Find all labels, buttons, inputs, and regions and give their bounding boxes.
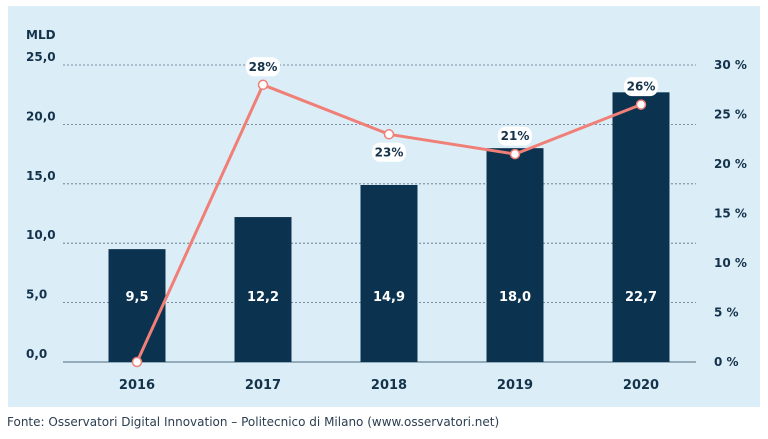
x-tick-label: 2018 — [371, 378, 407, 393]
bar-value-label: 12,2 — [247, 290, 279, 305]
y-right-tick-label: 25 % — [714, 108, 747, 122]
x-tick-label: 2016 — [119, 378, 155, 393]
bar-2016 — [108, 249, 166, 362]
y-right-tick-label: 30 % — [714, 58, 747, 72]
y-left-tick-label: 5,0 — [26, 288, 47, 302]
growth-point-2019 — [509, 148, 521, 160]
pct-data-label: 26% — [627, 80, 656, 94]
y-left-tick-label: 10,0 — [26, 228, 56, 242]
pct-data-label: 28% — [249, 60, 278, 74]
y-left-tick-label: 0,0 — [26, 347, 47, 361]
bar-value-label: 14,9 — [373, 290, 405, 305]
pct-data-label: 21% — [501, 129, 530, 143]
chart-panel: 0,0 5,0 10,0 15,0 20,0 25,0 0 % 5 % 10 % 15 % 20 %… — [8, 6, 760, 407]
combo-chart: 0,0 5,0 10,0 15,0 20,0 25,0 0 % 5 % 10 % 15 % 20 %… — [26, 28, 747, 393]
y-left-tick-label: 20,0 — [26, 109, 56, 123]
bar-2020 — [612, 92, 670, 362]
bar-value-label: 22,7 — [625, 290, 657, 305]
pct-label-box — [246, 57, 280, 77]
pct-data-label: 23% — [375, 145, 404, 159]
pct-label-box — [372, 142, 406, 162]
y-right-tick-label: 20 % — [714, 157, 747, 171]
pct-label-box — [624, 77, 658, 97]
bar-2019 — [486, 148, 544, 362]
y-right-tick-label: 10 % — [714, 256, 747, 270]
growth-point-2017 — [257, 79, 269, 91]
x-tick-label: 2019 — [497, 378, 533, 393]
y-left-tick-label: 25,0 — [26, 50, 56, 64]
bar-value-label: 18,0 — [499, 290, 531, 305]
bar-value-label: 9,5 — [125, 290, 148, 305]
y-right-tick-label: 15 % — [714, 207, 747, 221]
growth-point-2016 — [131, 356, 143, 368]
bar-2018 — [360, 184, 418, 362]
pct-label-box — [498, 126, 532, 146]
y-unit-label: MLD — [26, 28, 56, 42]
growth-point-2020 — [635, 99, 647, 110]
source-note: Fonte: Osservatori Digital Innovation – … — [7, 415, 500, 429]
growth-point-2018 — [383, 129, 395, 140]
x-tick-label: 2017 — [245, 378, 281, 393]
bar-2017 — [234, 217, 292, 362]
y-left-tick-label: 15,0 — [26, 169, 56, 183]
x-tick-label: 2020 — [623, 378, 659, 393]
y-right-tick-label: 0 % — [714, 355, 739, 369]
y-right-tick-label: 5 % — [714, 306, 739, 320]
